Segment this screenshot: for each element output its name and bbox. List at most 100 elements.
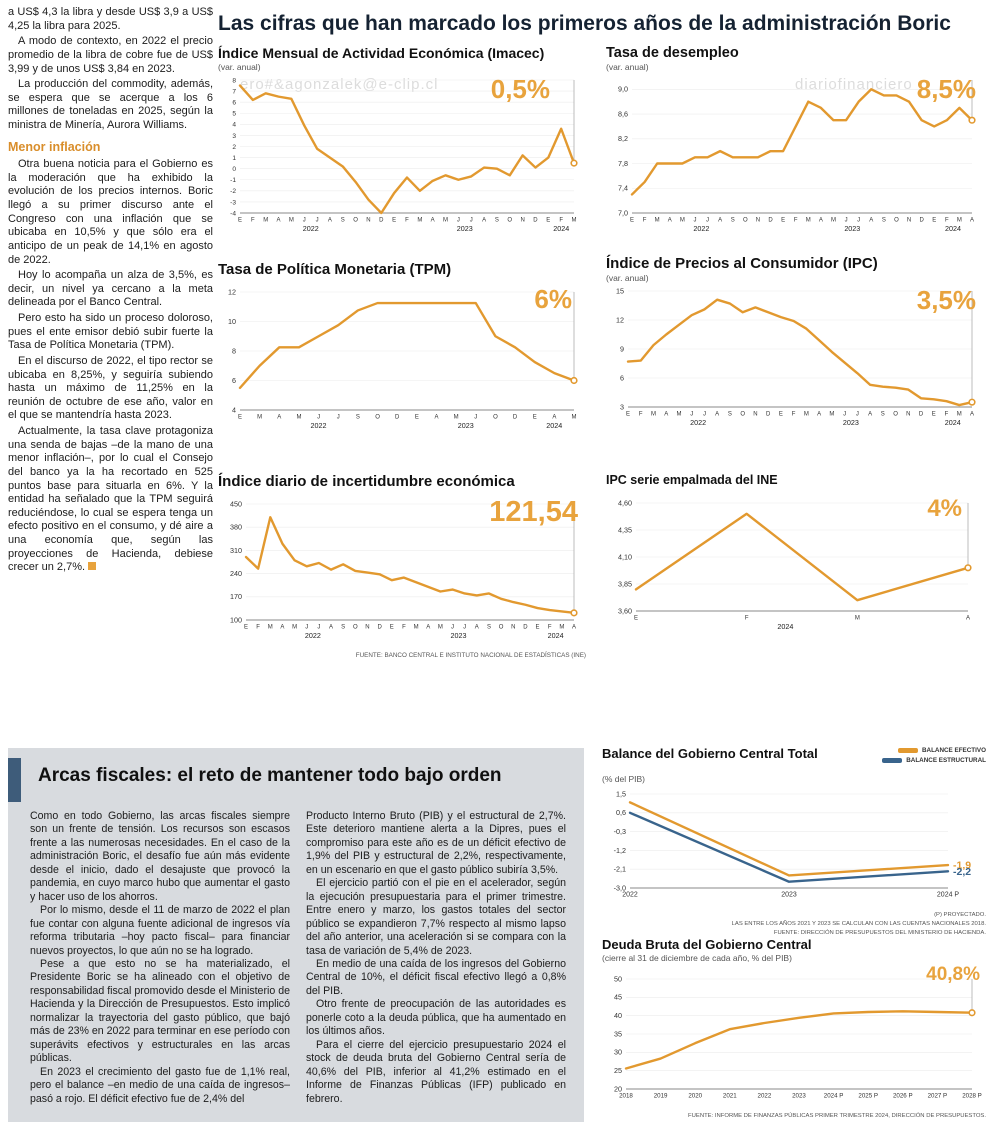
svg-text:M: M bbox=[957, 218, 962, 224]
svg-text:O: O bbox=[375, 414, 380, 420]
chart-big-value: 4% bbox=[927, 495, 962, 523]
svg-text:2023: 2023 bbox=[792, 1092, 806, 1099]
svg-text:A: A bbox=[431, 217, 435, 223]
svg-text:1: 1 bbox=[232, 155, 236, 162]
svg-text:J: J bbox=[463, 624, 466, 630]
svg-text:A: A bbox=[426, 624, 430, 630]
end-marker bbox=[570, 609, 578, 617]
svg-text:2022: 2022 bbox=[690, 418, 706, 427]
svg-text:2023: 2023 bbox=[451, 631, 467, 640]
svg-text:E: E bbox=[390, 624, 394, 630]
article-column-1: Como en todo Gobierno, las arcas fiscale… bbox=[30, 810, 290, 1106]
svg-text:E: E bbox=[415, 414, 419, 420]
article-end-mark-icon bbox=[88, 562, 97, 571]
svg-text:F: F bbox=[745, 616, 749, 622]
legend-swatch bbox=[882, 758, 903, 763]
paragraph: La producción del commodity, además, se … bbox=[8, 78, 213, 131]
svg-text:D: D bbox=[523, 624, 528, 630]
svg-text:S: S bbox=[881, 411, 885, 417]
chart-legend: BALANCE EFECTIVO BALANCE ESTRUCTURAL bbox=[882, 747, 986, 767]
svg-text:J: J bbox=[843, 411, 846, 417]
svg-text:N: N bbox=[756, 218, 760, 224]
svg-text:15: 15 bbox=[616, 286, 624, 295]
svg-text:310: 310 bbox=[230, 546, 242, 555]
svg-text:F: F bbox=[251, 217, 255, 223]
legend-item: BALANCE EFECTIVO bbox=[882, 747, 986, 754]
paragraph: a US$ 4,3 la libra y desde US$ 3,9 a US$… bbox=[8, 6, 213, 32]
footnote: FUENTE: DIRECCIÓN DE PRESUPUESTOS DEL MI… bbox=[773, 930, 986, 937]
svg-text:A: A bbox=[970, 411, 974, 417]
svg-text:1,5: 1,5 bbox=[616, 789, 626, 798]
svg-text:J: J bbox=[337, 414, 340, 420]
svg-text:N: N bbox=[511, 624, 515, 630]
svg-text:M: M bbox=[804, 411, 809, 417]
svg-text:25: 25 bbox=[614, 1066, 622, 1075]
svg-text:2023: 2023 bbox=[457, 224, 473, 233]
svg-text:M: M bbox=[268, 624, 273, 630]
svg-text:N: N bbox=[366, 217, 370, 223]
paragraph: Para el cierre del ejercicio presupuesta… bbox=[306, 1038, 566, 1105]
svg-text:4: 4 bbox=[232, 121, 236, 128]
chart-subtitle: (var. anual) bbox=[606, 62, 649, 73]
chart-big-value: 121,54 bbox=[489, 495, 578, 528]
svg-text:2023: 2023 bbox=[781, 892, 797, 899]
svg-text:A: A bbox=[277, 217, 281, 223]
svg-text:J: J bbox=[470, 217, 473, 223]
svg-text:J: J bbox=[317, 414, 320, 420]
svg-text:170: 170 bbox=[230, 592, 242, 601]
end-marker bbox=[570, 159, 578, 167]
svg-text:A: A bbox=[664, 411, 668, 417]
series-line bbox=[624, 1009, 974, 1070]
svg-text:M: M bbox=[292, 624, 297, 630]
svg-text:N: N bbox=[520, 217, 524, 223]
chart-subtitle: (% del PIB) bbox=[602, 774, 645, 784]
chart-title: Índice Mensual de Actividad Económica (I… bbox=[218, 45, 545, 61]
svg-text:-2,2: -2,2 bbox=[953, 866, 971, 878]
svg-text:8,6: 8,6 bbox=[618, 110, 628, 119]
svg-text:A: A bbox=[970, 218, 974, 224]
svg-text:M: M bbox=[559, 624, 564, 630]
svg-text:M: M bbox=[680, 218, 685, 224]
svg-text:A: A bbox=[328, 217, 332, 223]
chart-subtitle: (var. anual) bbox=[218, 61, 261, 72]
svg-text:O: O bbox=[499, 624, 504, 630]
paragraph: En 2023 el crecimiento del gasto fue de … bbox=[30, 1065, 290, 1105]
paragraph: Otro frente de preocupación de las autor… bbox=[306, 998, 566, 1038]
svg-text:2025 P: 2025 P bbox=[858, 1092, 878, 1099]
series-line bbox=[238, 301, 576, 389]
footnote: LAS ENTRE LOS AÑOS 2021 Y 2023 SE CALCUL… bbox=[731, 921, 986, 928]
chart-title: Tasa de desempleo bbox=[606, 45, 739, 61]
svg-text:O: O bbox=[893, 411, 898, 417]
svg-text:3,60: 3,60 bbox=[618, 607, 632, 616]
page-title: Las cifras que han marcado los primeros … bbox=[218, 12, 951, 35]
svg-text:M: M bbox=[829, 411, 834, 417]
paragraph: Producto Interno Bruto (PIB) y el estruc… bbox=[306, 810, 566, 876]
svg-text:2024: 2024 bbox=[548, 631, 564, 640]
svg-text:2024: 2024 bbox=[945, 224, 961, 233]
svg-text:O: O bbox=[894, 218, 899, 224]
svg-text:-2,1: -2,1 bbox=[614, 865, 626, 874]
paragraph: El ejercicio partió con el pie en el ace… bbox=[306, 877, 566, 957]
svg-text:2021: 2021 bbox=[723, 1092, 737, 1099]
svg-text:A: A bbox=[668, 218, 672, 224]
chart-subtitle: (var. anual) bbox=[606, 272, 649, 283]
desempleo-line-chart: 9,08,68,27,87,47,0E F M A M J J A S O N D E F M A M J J A S O… bbox=[618, 80, 976, 233]
svg-text:35: 35 bbox=[614, 1029, 622, 1038]
chart-title: Índice diario de incertidumbre económica bbox=[218, 473, 515, 490]
svg-text:-1,2: -1,2 bbox=[614, 846, 626, 855]
svg-text:O: O bbox=[353, 624, 358, 630]
svg-text:M: M bbox=[417, 217, 422, 223]
source-note: FUENTE: BANCO CENTRAL E INSTITUTO NACION… bbox=[355, 651, 586, 659]
svg-text:E: E bbox=[779, 411, 783, 417]
svg-text:A: A bbox=[868, 411, 872, 417]
svg-text:F: F bbox=[405, 217, 409, 223]
svg-text:J: J bbox=[316, 217, 319, 223]
svg-text:F: F bbox=[559, 217, 563, 223]
svg-text:E: E bbox=[781, 218, 785, 224]
footnote: FUENTE: INFORME DE FINANZAS PÚBLICAS PRI… bbox=[688, 1112, 986, 1119]
paragraph: En medio de una caída de los ingresos de… bbox=[306, 957, 566, 997]
series-line bbox=[628, 801, 950, 877]
svg-text:-0,3: -0,3 bbox=[614, 827, 626, 836]
svg-text:9: 9 bbox=[620, 344, 624, 353]
